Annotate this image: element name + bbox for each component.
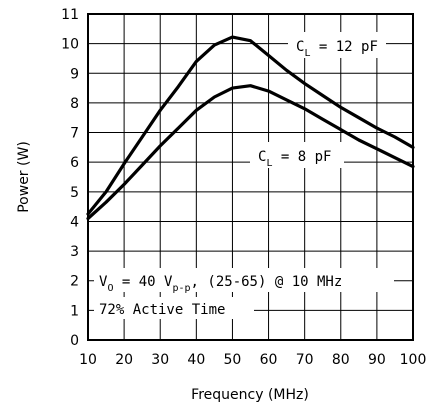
x-tick-label: 50 xyxy=(224,352,242,368)
annotation-bg-1 xyxy=(94,268,394,292)
y-tick-label: 8 xyxy=(70,96,79,112)
x-tick-labels: 10 20 30 40 50 60 70 80 90 100 xyxy=(79,352,426,368)
series-line-0 xyxy=(86,35,415,216)
series-line-1 xyxy=(86,84,415,221)
y-tick-label: 6 xyxy=(70,155,79,171)
annotation-conditions: VO = 40 Vp-p, (25-65) @ 10 MHz xyxy=(99,274,342,294)
y-tick-label: 1 xyxy=(70,303,79,319)
x-tick-label: 80 xyxy=(332,352,350,368)
y-axis-title: Power (W) xyxy=(16,141,32,213)
y-tick-labels: 0 1 2 3 4 5 6 7 8 9 10 11 xyxy=(61,7,79,349)
annotation-active-time: 72% Active Time xyxy=(99,302,225,318)
y-tick-label: 3 xyxy=(70,244,79,260)
series-label-bg-12pf xyxy=(288,32,386,58)
x-tick-label: 20 xyxy=(115,352,133,368)
x-tick-label: 70 xyxy=(296,352,314,368)
x-tick-label: 90 xyxy=(368,352,386,368)
series-label-12pf: CL = 12 pF xyxy=(296,39,378,59)
y-tick-label: 5 xyxy=(70,185,79,201)
series-label-8pf: CL = 8 pF xyxy=(258,149,331,169)
x-tick-label: 10 xyxy=(79,352,97,368)
y-tick-label: 11 xyxy=(61,7,79,23)
x-tick-label: 60 xyxy=(260,352,278,368)
y-tick-label: 7 xyxy=(70,126,79,142)
x-tick-label: 30 xyxy=(151,352,169,368)
x-tick-label: 100 xyxy=(400,352,427,368)
y-tick-label: 2 xyxy=(70,274,79,290)
x-axis-title: Frequency (MHz) xyxy=(191,387,309,403)
y-tick-label: 0 xyxy=(70,333,79,349)
curves xyxy=(86,35,415,221)
x-tick-label: 40 xyxy=(187,352,205,368)
plot-frame xyxy=(87,13,414,341)
series-label-bg-8pf xyxy=(250,142,344,168)
y-tick-label: 9 xyxy=(70,66,79,82)
annotation-bg-2 xyxy=(94,297,254,319)
y-tick-label: 10 xyxy=(61,37,79,53)
y-tick-label: 4 xyxy=(70,214,79,230)
